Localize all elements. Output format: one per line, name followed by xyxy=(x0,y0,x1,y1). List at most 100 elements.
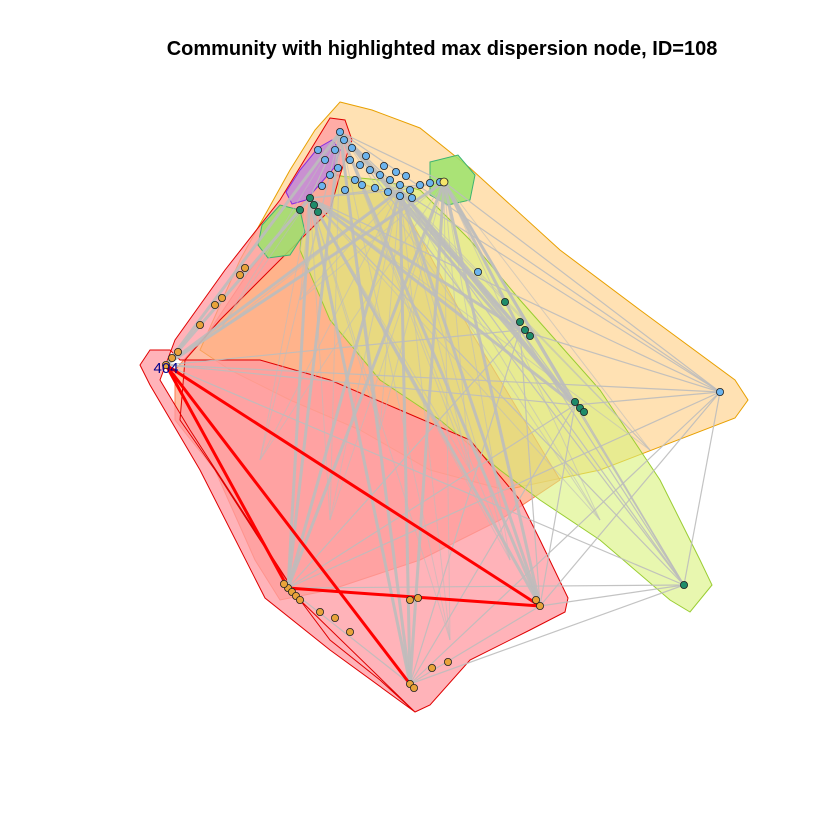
graph-edge xyxy=(379,189,401,431)
graph-edge xyxy=(339,131,651,451)
graph-edge xyxy=(165,364,576,406)
graph-edge xyxy=(299,197,311,301)
graph-node xyxy=(345,628,354,637)
graph-edge xyxy=(399,189,601,521)
graph-edge xyxy=(539,584,685,607)
graph-node xyxy=(357,180,366,189)
graph-edge xyxy=(519,329,721,393)
graph-edge xyxy=(409,404,576,685)
graph-node xyxy=(279,580,288,589)
graph-node xyxy=(580,407,589,416)
graph-edge xyxy=(399,189,451,641)
graph-edge xyxy=(399,189,685,586)
graph-edge xyxy=(398,189,542,607)
graph-node xyxy=(330,614,339,623)
graph-node xyxy=(240,263,249,272)
graph-node xyxy=(536,602,545,611)
graph-node xyxy=(195,320,204,329)
graph-node xyxy=(210,300,219,309)
graph-edge xyxy=(219,189,401,331)
graph-node xyxy=(391,167,400,176)
graph-edge xyxy=(574,404,685,586)
graph-edge xyxy=(409,329,521,685)
graph-node xyxy=(532,596,541,605)
graph-node xyxy=(365,165,374,174)
graph-node xyxy=(516,317,525,326)
graph-node xyxy=(330,145,339,154)
graph-edge xyxy=(339,131,511,561)
graph-node xyxy=(521,325,530,334)
graph-node xyxy=(235,270,244,279)
graph-edge xyxy=(309,197,381,431)
graph-node xyxy=(295,205,304,214)
graph-node xyxy=(571,397,580,406)
graph-node xyxy=(401,171,410,180)
graph-node xyxy=(333,163,342,172)
highlighted-edge xyxy=(165,363,541,608)
graph-edge xyxy=(309,197,331,521)
graph-edge xyxy=(165,364,685,586)
graph-node xyxy=(355,160,364,169)
graph-edge xyxy=(683,391,721,586)
graph-node xyxy=(161,360,170,369)
graph-node xyxy=(325,170,334,179)
graph-edge xyxy=(259,181,445,461)
graph-node xyxy=(415,180,424,189)
graph-node xyxy=(443,658,452,667)
graph-node xyxy=(313,145,322,154)
graph-edge xyxy=(339,131,445,183)
graph-node xyxy=(217,293,226,302)
graph-node xyxy=(313,207,322,216)
highlighted-edge xyxy=(164,364,412,685)
graph-node xyxy=(340,185,349,194)
graph-node xyxy=(716,387,725,396)
graph-node xyxy=(413,594,422,603)
graph-node xyxy=(473,267,482,276)
graph-edge xyxy=(309,197,685,586)
graph-node xyxy=(309,200,318,209)
graph-edge xyxy=(519,329,685,586)
graph-edge xyxy=(219,197,311,331)
graph-edge xyxy=(539,404,576,607)
graph-edge xyxy=(329,181,445,521)
graph-edge xyxy=(299,189,401,301)
graph-edge xyxy=(574,391,721,406)
graph-edge xyxy=(309,197,651,451)
graph-node xyxy=(375,170,384,179)
graph-edge xyxy=(339,131,685,586)
graph-edge xyxy=(443,181,721,393)
graph-edge xyxy=(519,329,576,406)
graph-node xyxy=(407,193,416,202)
graph-node xyxy=(347,143,356,152)
graph-edge xyxy=(442,181,522,331)
graph-edge xyxy=(339,131,451,641)
graph-node xyxy=(315,608,324,617)
graph-node xyxy=(335,127,344,136)
graph-edge xyxy=(287,391,721,589)
graph-edge xyxy=(286,189,402,589)
graph-edge xyxy=(219,181,445,331)
graph-node xyxy=(167,353,176,362)
graph-edge xyxy=(339,131,601,521)
graph-node xyxy=(385,175,394,184)
graph-node xyxy=(409,684,418,693)
graph-node xyxy=(383,187,392,196)
graph-node xyxy=(173,347,182,356)
graph-edge xyxy=(339,131,381,431)
graph-edge xyxy=(308,197,412,685)
graph-node xyxy=(425,178,434,187)
graph-edge xyxy=(399,189,651,451)
graph-edge xyxy=(164,131,342,366)
graph-edge xyxy=(409,584,685,685)
graph-node xyxy=(350,175,359,184)
graph-node xyxy=(500,297,509,306)
highlighted-edges xyxy=(164,363,541,685)
graph-node xyxy=(427,664,436,673)
graph-node xyxy=(395,180,404,189)
graph-edge xyxy=(519,329,541,607)
highlighted-node-label: 404 xyxy=(153,360,178,377)
graph-edge xyxy=(219,131,341,331)
graph-edge xyxy=(165,188,401,367)
graph-node xyxy=(295,596,304,605)
